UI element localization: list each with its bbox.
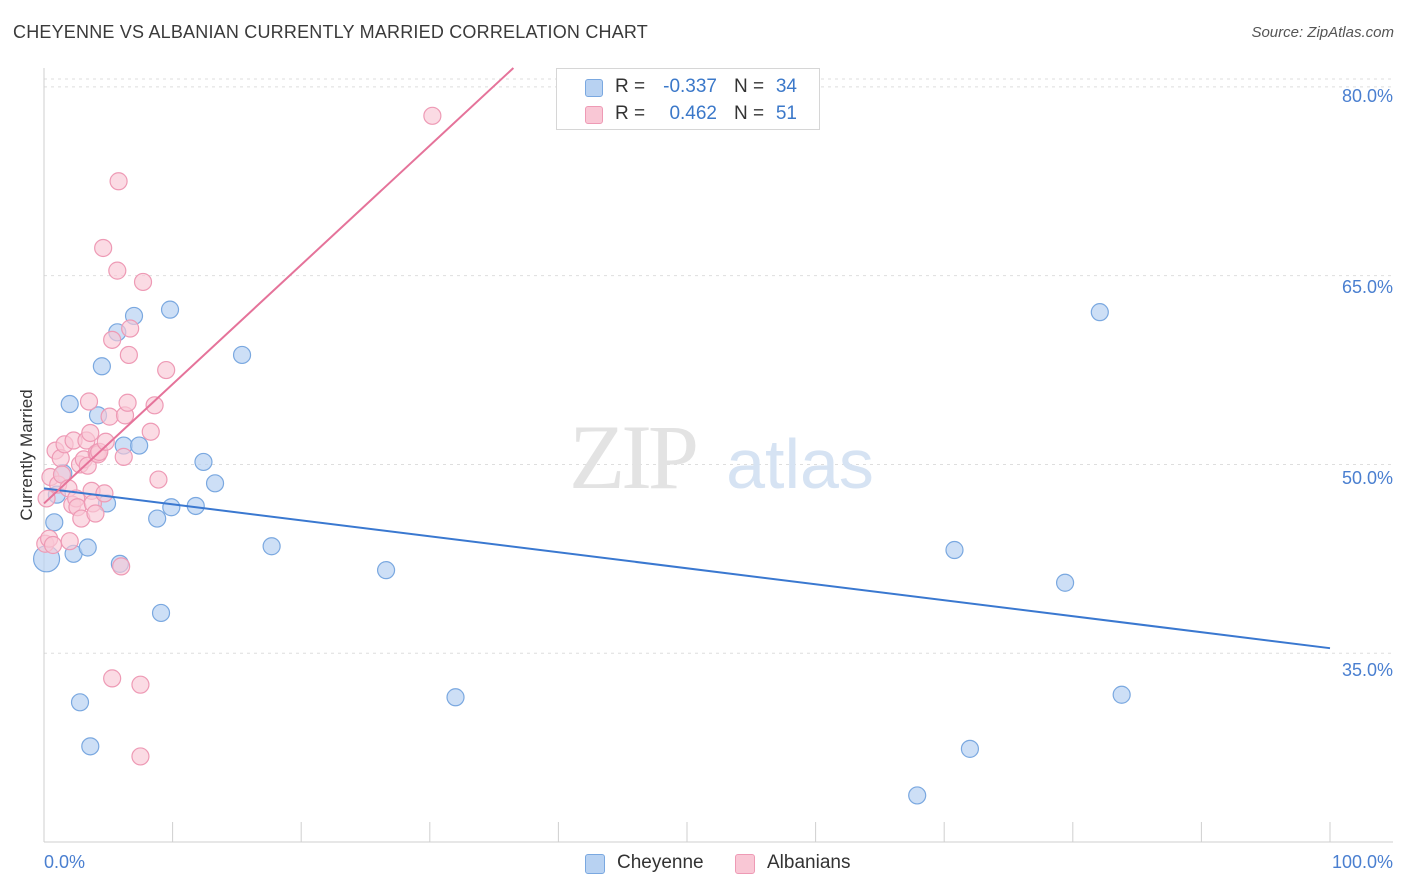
watermark-zip: ZIP [569,406,696,508]
albanian-point [121,319,140,338]
albanian-point [103,330,122,349]
watermark-atlas: atlas [726,425,874,503]
cheyenne-point [92,357,111,376]
cheyenne-point [162,498,181,517]
cheyenne-point [376,561,396,580]
x-tick-label-max: 100.0% [1331,852,1393,872]
albanian-point [157,360,176,380]
y-tick-label-80: 80.0% [1341,86,1393,106]
cheyenne-point [232,345,252,365]
cheyenne-legend-swatch [585,854,605,874]
cheyenne-n-value: 34 [775,76,797,97]
cheyenne-point [148,509,167,528]
cheyenne-point [1112,685,1131,704]
albanian-point [60,532,79,551]
albanian-point [131,675,150,694]
albanians-legend-label: Albanians [767,852,851,873]
albanian-point [78,456,97,475]
albanian-point [131,747,150,766]
cheyenne-point [81,737,100,756]
cheyenne-point [262,537,281,556]
x-tick-label-min: 0.0% [44,852,86,872]
cheyenne-point [194,452,213,472]
n-label: N = [734,76,765,97]
cheyenne-point [908,786,927,805]
albanian-point [114,447,133,466]
cheyenne-point [945,540,964,560]
cheyenne-point [446,688,465,707]
albanians-swatch [585,106,603,124]
albanians-r-value: 0.462 [669,103,717,124]
cheyenne-trend-line [43,487,1331,650]
albanian-point [149,470,168,489]
y-tick-label-65: 65.0% [1341,277,1393,297]
cheyenne-point [205,474,225,493]
cheyenne-point [130,436,149,455]
albanian-point [94,238,113,258]
albanian-point [100,407,119,426]
legend-row-albanians: R = 0.462 N = 51 [557,102,819,128]
cheyenne-point [70,693,90,712]
cheyenne-point [1090,303,1109,322]
albanian-point [37,489,56,508]
albanian-point [86,504,105,523]
albanian-point [112,557,131,576]
n-label: N = [734,103,765,124]
albanian-point [119,345,138,365]
y-tick-label-35: 35.0% [1341,660,1393,680]
cheyenne-point [78,538,97,557]
cheyenne-point [151,603,171,623]
legend-row-cheyenne: R = -0.337 N = 34 [557,75,819,101]
y-tick-label-50: 50.0% [1341,468,1393,488]
axes [43,68,1393,843]
albanian-point [79,392,99,411]
r-label: R = [615,76,646,97]
albanian-point [133,272,153,292]
albanian-trend-line [43,67,515,505]
stats-legend: R = -0.337 N = 34 R = 0.462 N = 51 [556,68,820,130]
y-axis-label: Currently Married [17,389,36,521]
albanians-legend-swatch [735,854,755,874]
albanian-point [81,423,100,443]
cheyenne-point [160,300,180,319]
gridlines [44,78,1393,654]
albanian-point [145,396,164,415]
cheyenne-swatch [585,79,603,97]
albanian-point [103,669,122,688]
albanian-point [95,484,114,503]
albanian-point [118,393,137,412]
x-axis-ticks [43,822,1331,842]
albanians-n-value: 51 [775,103,797,124]
albanian-point [141,422,160,441]
albanian-point [423,106,442,125]
source-credit: Source: ZipAtlas.com [1251,24,1394,41]
cheyenne-legend-label: Cheyenne [617,852,704,873]
albanian-point [108,261,127,280]
albanian-point [43,535,63,555]
cheyenne-point [45,513,64,532]
cheyenne-r-value: -0.337 [663,76,717,97]
chart-title: CHEYENNE VS ALBANIAN CURRENTLY MARRIED C… [13,22,648,42]
watermark: ZIP atlas [569,406,874,508]
albanian-point [109,172,128,191]
cheyenne-point [60,394,79,414]
albanian-point [96,432,115,451]
trend-lines [43,67,1331,650]
r-label: R = [615,103,646,124]
cheyenne-point [1055,573,1075,592]
cheyenne-point [960,739,980,758]
